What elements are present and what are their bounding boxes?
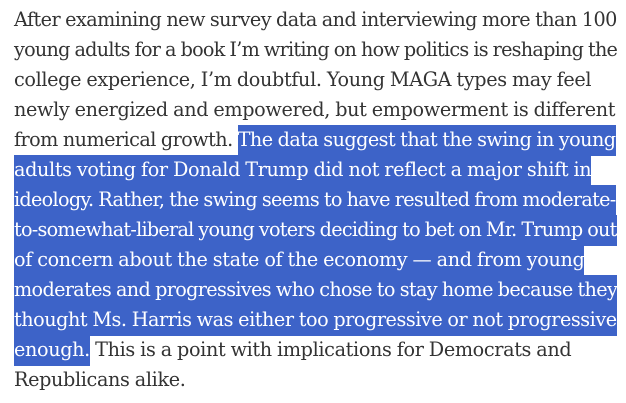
selected-text[interactable]: moderates and progressives who chose to … [14, 275, 618, 306]
article-paragraph: After examining new survey data and inte… [14, 5, 618, 395]
paragraph-line: Republicans alike. [14, 365, 618, 395]
plain-text: from numerical growth. [14, 128, 238, 151]
paragraph-line: adults voting for Donald Trump did not r… [14, 155, 618, 186]
paragraph-line: from numerical growth. The data suggest … [14, 125, 618, 156]
paragraph-line: enough. This is a point with implication… [14, 335, 618, 366]
plain-text: young adults for a book I’m writing on h… [14, 38, 618, 61]
paragraph-line: newly energized and empowered, but empow… [14, 95, 618, 125]
selected-text[interactable]: The data suggest that the swing in young [237, 125, 616, 156]
selected-text[interactable]: of concern about the state of the econom… [14, 245, 585, 276]
selected-text[interactable]: ideology. Rather, the swing seems to hav… [14, 185, 616, 216]
selected-text[interactable]: enough. [14, 335, 90, 366]
paragraph-line: After examining new survey data and inte… [14, 5, 618, 35]
paragraph-line: ideology. Rather, the swing seems to hav… [14, 185, 618, 216]
paragraph-line: young adults for a book I’m writing on h… [14, 35, 618, 65]
plain-text: newly energized and empowered, but empow… [14, 98, 616, 121]
paragraph-line: moderates and progressives who chose to … [14, 275, 618, 306]
plain-text: Republicans alike. [14, 368, 186, 391]
selected-text[interactable]: thought Ms. Harris was either too progre… [14, 305, 617, 336]
paragraph-line: thought Ms. Harris was either too progre… [14, 305, 618, 336]
paragraph-line: of concern about the state of the econom… [14, 245, 618, 276]
selected-text[interactable]: to-somewhat-liberal young voters decidin… [14, 215, 617, 246]
plain-text: This is a point with implications for De… [89, 338, 572, 361]
plain-text: After examining new survey data and inte… [14, 8, 617, 31]
selected-text[interactable]: adults voting for Donald Trump did not r… [14, 155, 592, 186]
plain-text: college experience, I’m doubtful. Young … [14, 68, 592, 91]
paragraph-line: college experience, I’m doubtful. Young … [14, 65, 618, 95]
paragraph-line: to-somewhat-liberal young voters decidin… [14, 215, 618, 246]
